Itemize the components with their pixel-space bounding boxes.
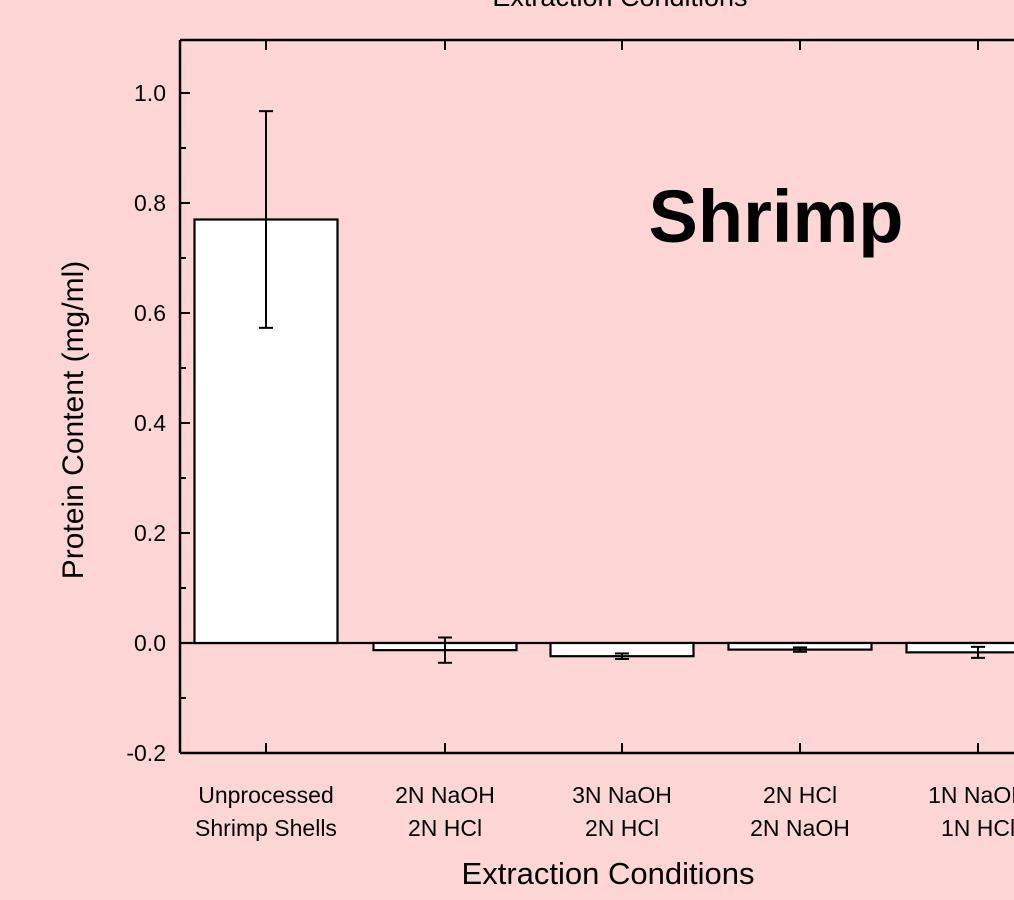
y-tick-label: 0.0	[134, 630, 166, 656]
x-tick-label: Shrimp Shells	[195, 815, 337, 841]
y-tick-label: 0.6	[134, 300, 166, 326]
y-tick-label: 0.2	[134, 520, 166, 546]
x-tick-label: 1N HCl	[941, 815, 1014, 841]
x-tick-label: 2N HCl	[763, 782, 837, 808]
y-tick-label: -0.2	[126, 740, 166, 766]
x-tick-label: Unprocessed	[198, 782, 334, 808]
y-tick-label: 0.8	[134, 190, 166, 216]
top-title: Extraction Conditions	[492, 0, 747, 12]
plot-area: 1.0 0.8 0.6 0.4 0.2 0.0 -0.2 Unprocessed Shrimp …	[126, 38, 1014, 841]
annotation-shrimp: Shrimp	[649, 175, 904, 258]
x-axis-label: Extraction Conditions	[462, 856, 755, 891]
x-tick-label: 2N NaOH	[395, 782, 495, 808]
x-tick-label: 2N NaOH	[750, 815, 850, 841]
y-axis-label: Protein Content (mg/ml)	[57, 261, 90, 579]
x-tick-label: 2N HCl	[585, 815, 659, 841]
x-tick-label: 3N NaOH	[572, 782, 672, 808]
y-tick-label: 1.0	[134, 80, 166, 106]
x-tick-label: 2N HCl	[408, 815, 482, 841]
bar	[905, 641, 1014, 654]
y-tick-label: 0.4	[134, 410, 166, 436]
x-tick-label: 1N NaOH	[928, 782, 1014, 808]
